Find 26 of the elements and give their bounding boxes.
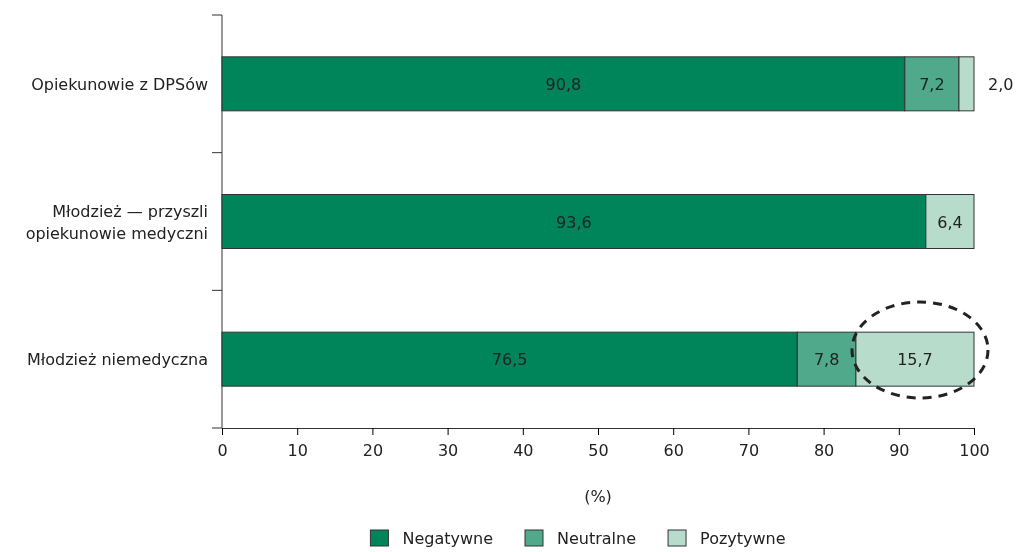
legend-label: Pozytywne — [700, 529, 786, 548]
x-tick-label: 100 — [959, 441, 990, 461]
x-tick-label: 40 — [513, 441, 534, 461]
x-tick-label: 90 — [889, 441, 910, 461]
data-label: 76,5 — [491, 350, 528, 370]
x-axis-title: (%) — [584, 487, 612, 506]
y-tick-label: Młodzież — przyszli opiekunowie medyczni — [25, 201, 208, 243]
x-tick-label: 80 — [813, 441, 835, 461]
data-label: 7,8 — [813, 350, 840, 370]
data-label: 2,0 — [988, 74, 1014, 94]
data-label: 7,2 — [919, 74, 945, 94]
x-tick-label: 10 — [287, 441, 308, 461]
data-label: 90,8 — [545, 74, 582, 94]
x-tick-label: 50 — [588, 441, 609, 461]
legend-label: Neutralne — [557, 529, 637, 548]
x-tick-label: 30 — [437, 441, 459, 461]
x-tick-label: 0 — [217, 441, 228, 461]
x-tick-label: 60 — [663, 441, 684, 461]
data-label: 93,6 — [556, 212, 592, 232]
y-tick-label: Opiekunowie z DPSów — [31, 74, 208, 94]
y-tick-label: Młodzież niemedyczna — [26, 350, 208, 370]
legend-label: Negatywne — [402, 529, 493, 548]
data-label: 6,4 — [937, 212, 963, 232]
x-tick-label: 70 — [738, 441, 760, 461]
x-tick-label: 20 — [362, 441, 384, 461]
data-label: 15,7 — [897, 350, 933, 370]
